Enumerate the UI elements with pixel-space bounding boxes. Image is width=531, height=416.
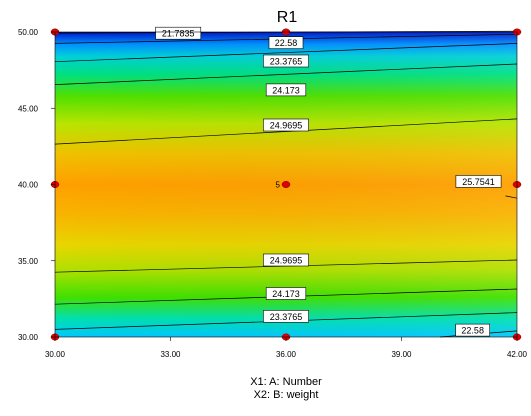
x-axis-ticks: 30.00 33.00 36.00 39.00 42.00	[45, 337, 528, 359]
contour-label-box	[155, 26, 202, 40]
contour-label-text: 24.173	[272, 85, 300, 95]
contour-label-text: 24.9695	[270, 121, 303, 131]
contour-line	[54, 43, 518, 63]
x-tick-label: 36.00	[276, 350, 297, 359]
y-tick-label: 40.00	[18, 181, 39, 190]
contour-line	[54, 118, 518, 145]
center-point-label: 5	[276, 181, 281, 190]
y-tick-label: 50.00	[18, 28, 39, 37]
contour-label-box	[263, 310, 309, 323]
contour-label-box	[265, 287, 307, 300]
contour-label-text: 24.173	[272, 289, 300, 299]
x-tick-label: 39.00	[391, 350, 412, 359]
contour-label: 22.58	[455, 323, 491, 337]
plot-area: 21.7835 22.58 23.3765 24.173 24.9695 25.7541 2…	[50, 26, 522, 341]
y-axis-label: X2: B: weight	[254, 389, 319, 401]
contour-label-box	[263, 253, 309, 267]
contour-line	[54, 63, 518, 85]
chart-title: R1	[277, 9, 298, 26]
contour-label-box	[263, 118, 309, 132]
x-tick-label: 33.00	[160, 350, 181, 359]
contour-label: 24.9695	[263, 118, 309, 132]
x-tick-label: 42.00	[507, 350, 528, 359]
contour-label: 23.3765	[263, 54, 309, 68]
y-axis-ticks: 30.00 35.00 40.00 45.00 50.00	[18, 28, 55, 342]
contour-label-text: 25.7541	[462, 177, 495, 187]
contour-label-box	[265, 83, 307, 97]
contour-label-text: 22.58	[461, 326, 484, 336]
contour-label-box	[455, 175, 502, 188]
contour-label-box	[263, 54, 309, 68]
contour-label: 24.9695	[263, 253, 309, 267]
contour-label-text: 24.9695	[270, 256, 303, 266]
contour-label: 24.173	[265, 83, 307, 97]
contour-label-text: 21.7835	[162, 29, 195, 39]
y-tick-label: 35.00	[18, 257, 39, 266]
contour-label-text: 23.3765	[270, 312, 303, 322]
contour-label-box	[455, 323, 491, 337]
y-tick-label: 30.00	[18, 333, 39, 342]
x-axis-label: X1: A: Number	[250, 376, 322, 388]
contour-label: 23.3765	[263, 310, 309, 323]
contour-label: 25.7541	[455, 175, 502, 188]
contour-label: 21.7835	[155, 26, 202, 40]
y-tick-label: 45.00	[18, 104, 39, 113]
x-tick-label: 30.00	[45, 350, 66, 359]
design-point	[281, 181, 291, 188]
contour-label-text: 23.3765	[270, 57, 303, 67]
contour-label-box	[268, 36, 304, 50]
contour-line	[505, 195, 518, 199]
contour-labels: 21.7835 22.58 23.3765 24.173 24.9695 25.7541 2…	[155, 26, 502, 337]
contour-label: 24.173	[265, 287, 307, 300]
contour-label-text: 22.58	[275, 38, 298, 48]
contour-label: 22.58	[268, 36, 304, 50]
